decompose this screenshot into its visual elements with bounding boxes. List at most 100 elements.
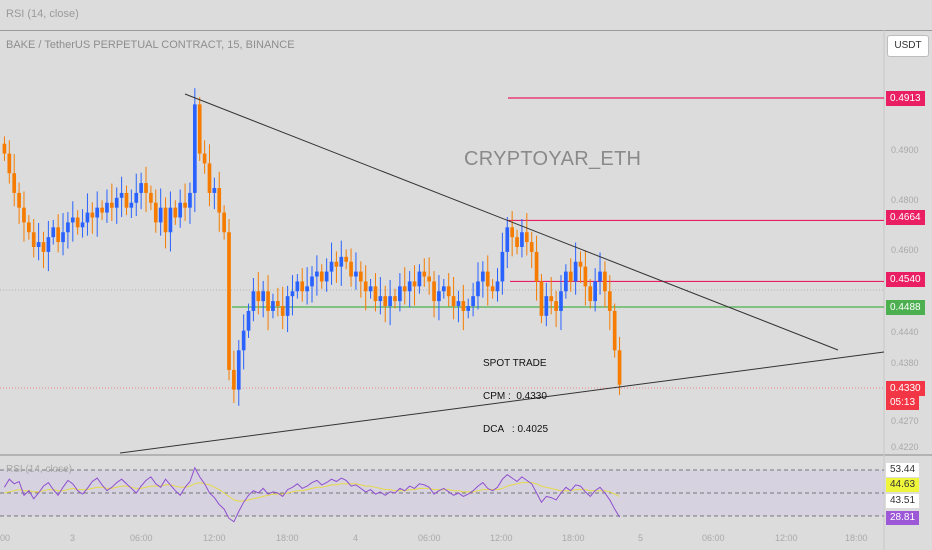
triangle-lower-line — [119, 351, 885, 454]
candle-body — [373, 286, 378, 302]
candle-body — [349, 261, 353, 277]
candle-body — [158, 207, 163, 223]
candle-body — [119, 192, 124, 198]
candle-body — [144, 183, 148, 193]
candle-body — [261, 291, 266, 302]
candle-body — [310, 276, 314, 287]
candle-body — [22, 207, 26, 223]
candle-body — [422, 271, 427, 277]
watermark-text: CRYPTOYAR_ETH — [464, 148, 642, 170]
candle-body — [17, 192, 21, 208]
candle-body — [412, 281, 417, 287]
candle-body — [358, 271, 363, 282]
candle-body — [354, 271, 358, 277]
price-tag-4488[interactable]: 0.4488 — [886, 300, 925, 315]
time-tick: 18:00 — [845, 533, 868, 543]
candle-body — [305, 286, 309, 292]
time-tick: 12:00 — [490, 533, 513, 543]
candle-body — [437, 291, 441, 302]
candle-body — [178, 202, 183, 218]
candle-body — [339, 256, 344, 267]
candle-body — [588, 286, 593, 302]
candle-body — [41, 242, 46, 252]
candle-body — [603, 271, 607, 292]
candle-body — [75, 217, 80, 228]
candle-body — [461, 301, 466, 311]
candle-body — [105, 202, 109, 213]
candle-body — [295, 281, 300, 292]
candle-body — [378, 296, 383, 302]
price-tag-4913[interactable]: 0.4913 — [886, 91, 925, 106]
candle-body — [407, 281, 412, 292]
time-tick: 06:00 — [702, 533, 725, 543]
rsi-label[interactable]: RSI (14, close) — [6, 464, 73, 475]
candle-body — [593, 281, 597, 302]
candle-body — [515, 237, 519, 248]
candle-body — [334, 261, 339, 267]
candle-body — [554, 301, 558, 311]
price-tag-4664[interactable]: 0.4664 — [886, 210, 925, 225]
axis-tick: 0.4900 — [891, 145, 919, 155]
candle-body — [192, 104, 197, 193]
symbol-title[interactable]: BAKE / TetherUS PERPETUAL CONTRACT, 15, … — [6, 39, 295, 51]
time-tick: 18:00 — [562, 533, 585, 543]
price-tag-4540[interactable]: 0.4540 — [886, 272, 925, 287]
candle-body — [236, 350, 241, 390]
candle-body — [559, 291, 563, 311]
candle-body — [100, 207, 104, 213]
candle-body — [383, 296, 388, 307]
candle-body — [598, 271, 602, 282]
indicator-title[interactable]: RSI (14, close) — [6, 8, 79, 20]
price-tag-current[interactable]: 0.4330 — [886, 381, 925, 396]
candle-body — [363, 281, 368, 292]
candle-body — [524, 232, 529, 243]
candle-body — [256, 291, 261, 302]
candle-body — [12, 173, 17, 193]
candle-body — [2, 143, 7, 154]
candle-body — [36, 242, 41, 248]
candle-body — [290, 291, 295, 297]
candle-body — [197, 104, 202, 154]
time-tick: 12:00 — [203, 533, 226, 543]
candle-body — [544, 296, 549, 316]
candle-body — [485, 271, 490, 287]
candle-body — [300, 281, 305, 292]
candle-body — [149, 192, 153, 203]
candle-body — [520, 232, 524, 248]
candle-body — [124, 192, 129, 208]
candle-body — [319, 271, 324, 282]
candle-body — [168, 207, 173, 233]
candle-body — [583, 266, 588, 287]
axis-tick: 0.4800 — [891, 195, 919, 205]
candle-body — [61, 232, 65, 243]
candle-body — [222, 212, 226, 233]
candle-body — [80, 222, 85, 228]
candle-body — [227, 232, 231, 370]
candle-body — [271, 301, 275, 311]
time-tick: 00 — [0, 533, 11, 543]
candle-body — [500, 251, 505, 282]
candle-body — [188, 192, 192, 208]
candle-body — [266, 291, 270, 311]
candle-body — [110, 202, 114, 208]
candle-body — [275, 301, 280, 307]
note-line-1: SPOT TRADE — [483, 358, 547, 369]
candle-body — [534, 251, 539, 282]
candle-body — [95, 207, 100, 218]
candle-body — [393, 296, 397, 302]
candle-body — [129, 202, 134, 208]
candle-body — [217, 187, 222, 213]
candle-body — [134, 192, 139, 203]
candle-body — [368, 286, 373, 292]
rsi-tag-upper: 53.44 — [886, 463, 920, 477]
time-tick: 3 — [70, 533, 76, 543]
candle-body — [578, 261, 583, 267]
currency-button[interactable]: USDT — [887, 35, 929, 57]
candle-body — [246, 310, 251, 331]
candle-body — [280, 306, 285, 316]
candle-body — [139, 183, 143, 193]
candle-body — [505, 227, 510, 252]
candle-body — [612, 310, 617, 351]
indicator-header: RSI (14, close) — [0, 0, 932, 31]
